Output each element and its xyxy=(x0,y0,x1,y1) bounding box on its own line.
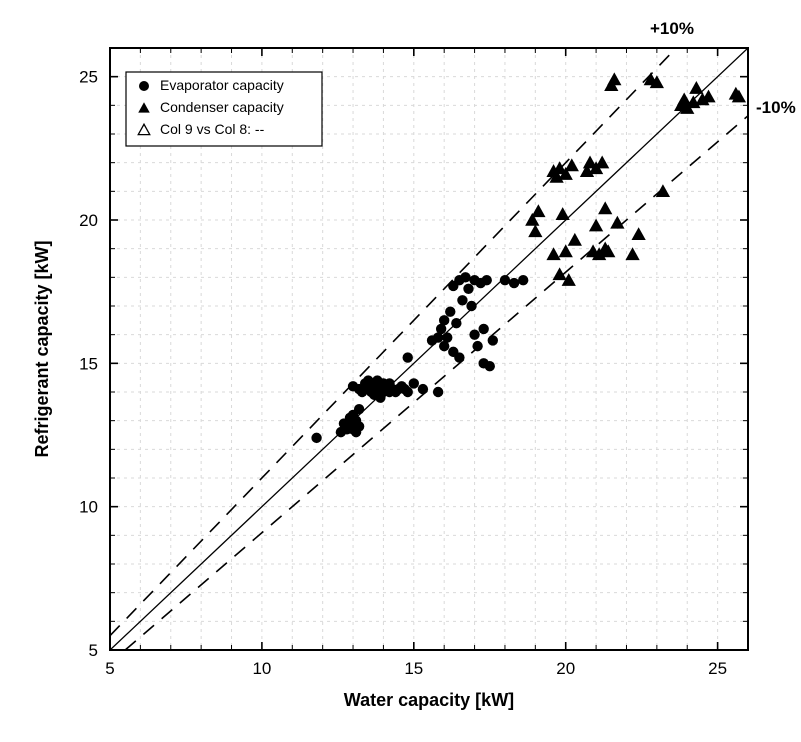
x-tick-label: 10 xyxy=(252,659,271,678)
legend-item-label: Condenser capacity xyxy=(160,99,284,115)
y-tick-label: 25 xyxy=(79,68,98,87)
y-tick-label: 10 xyxy=(79,498,98,517)
legend-item-label: Evaporator capacity xyxy=(160,77,284,93)
y-axis-label: Refrigerant capacity [kW] xyxy=(32,240,52,457)
y-tick-label: 20 xyxy=(79,211,98,230)
scatter-chart: 5 10 15 20 25 5 10 15 20 25 Water capacity [kW] Ref… xyxy=(0,0,801,742)
x-tick-label: 20 xyxy=(556,659,575,678)
x-axis-label: Water capacity [kW] xyxy=(344,690,514,710)
legend-item-label: Col 9 vs Col 8: -- xyxy=(160,121,265,137)
y-tick-label: 15 xyxy=(79,354,98,373)
y-tick-label: 5 xyxy=(89,641,98,660)
x-tick-label: 25 xyxy=(708,659,727,678)
lower-annotation: -10% xyxy=(756,98,796,117)
x-tick-label: 5 xyxy=(105,659,114,678)
legend: Evaporator capacity Condenser capacity Col… xyxy=(126,72,322,146)
upper-annotation: +10% xyxy=(650,19,694,38)
x-tick-label: 15 xyxy=(404,659,423,678)
